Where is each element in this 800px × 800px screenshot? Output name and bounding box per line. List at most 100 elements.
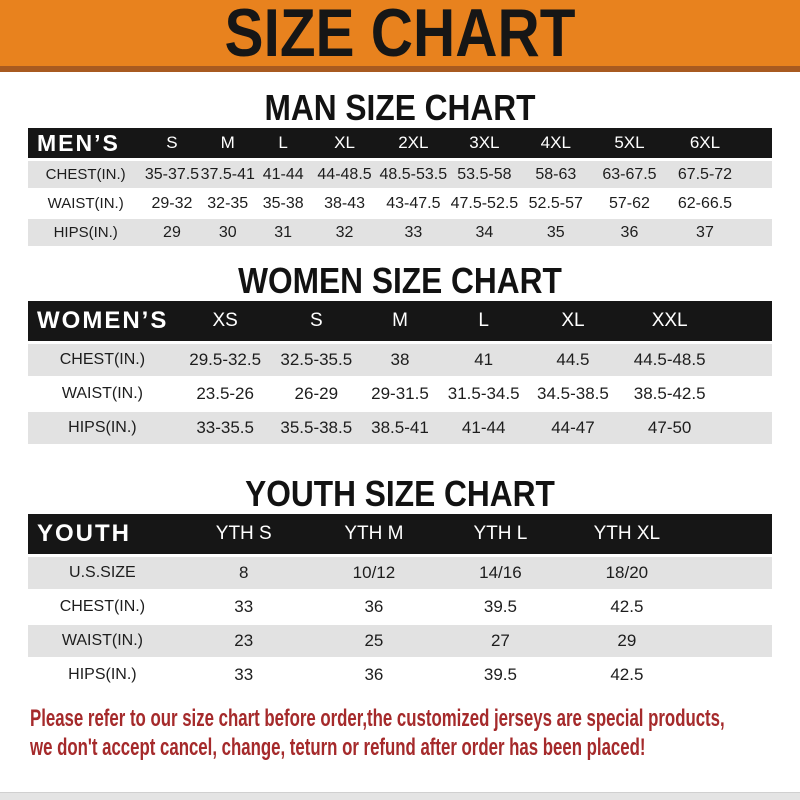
cell: 29	[563, 623, 691, 658]
cell: 29.5-32.5	[176, 342, 274, 377]
cell: 18/20	[563, 555, 691, 590]
cell: 44.5-48.5	[619, 342, 720, 377]
table-row: CHEST(IN.) 29.5-32.5 32.5-35.5 38 41 44.5 44.5…	[28, 342, 772, 377]
cell: 29-31.5	[359, 376, 441, 411]
cell: 58-63	[519, 159, 592, 189]
row-header-label: MEN’S	[28, 128, 144, 161]
youth-size-table: YOUTH YTH S YTH M YTH L YTH XL U.S.SIZE 8 10/12…	[28, 514, 772, 691]
column-header: L	[440, 301, 527, 344]
column-header: YTH L	[437, 514, 564, 557]
row-label: HIPS(IN.)	[28, 217, 144, 246]
table-row: U.S.SIZE 8 10/12 14/16 18/20	[28, 555, 772, 590]
table-row: CHEST(IN.) 33 36 39.5 42.5	[28, 589, 772, 624]
disclaimer-line-2: we don't accept cancel, change, teturn o…	[30, 733, 800, 762]
cell: 57-62	[591, 188, 668, 218]
cell: 42.5	[563, 657, 691, 691]
row-label: CHEST(IN.)	[28, 589, 177, 624]
column-header: XL	[526, 301, 620, 344]
column-header: S	[273, 301, 360, 344]
column-header: 2XL	[377, 128, 450, 161]
cell: 41-44	[254, 159, 312, 189]
header-filler	[690, 514, 772, 557]
table-row: WAIST(IN.) 23 25 27 29	[28, 623, 772, 658]
table-header-row: WOMEN’S XS S M L XL XXL	[28, 301, 772, 344]
column-header: XS	[176, 301, 274, 344]
cell: 31	[254, 217, 312, 246]
cell: 47-50	[619, 410, 720, 444]
youth-section-title: YOUTH SIZE CHART	[0, 474, 800, 514]
women-size-table: WOMEN’S XS S M L XL XXL CHEST(IN.) 29.5-32.5 32.5…	[28, 301, 772, 444]
table-row: WAIST(IN.) 29-32 32-35 35-38 38-43 43-47.5 47.…	[28, 188, 772, 218]
cell: 35-37.5	[143, 159, 201, 189]
cell: 38	[359, 342, 441, 377]
cell: 38.5-42.5	[619, 376, 720, 411]
row-header-label: WOMEN’S	[28, 301, 177, 344]
table-row: HIPS(IN.) 33 36 39.5 42.5	[28, 657, 772, 691]
row-label: U.S.SIZE	[28, 555, 177, 590]
men-section-title: MAN SIZE CHART	[0, 88, 800, 128]
cell-filler	[690, 589, 772, 624]
cell-filler	[742, 217, 772, 246]
cell: 48.5-53.5	[377, 159, 450, 189]
cell: 33-35.5	[176, 410, 274, 444]
cell: 62-66.5	[667, 188, 743, 218]
cell: 37	[667, 217, 743, 246]
cell: 36	[310, 657, 438, 691]
column-header: 6XL	[667, 128, 743, 161]
table-row: WAIST(IN.) 23.5-26 26-29 29-31.5 31.5-34.5 34…	[28, 376, 772, 411]
column-header: YTH XL	[563, 514, 691, 557]
cell: 26-29	[273, 376, 360, 411]
men-size-table: MEN’S S M L XL 2XL 3XL 4XL 5XL 6XL CHEST(IN.) 35-37…	[28, 128, 772, 246]
column-header: XXL	[619, 301, 720, 344]
column-header: 5XL	[591, 128, 668, 161]
cell: 8	[176, 555, 311, 590]
cell: 63-67.5	[591, 159, 668, 189]
row-label: CHEST(IN.)	[28, 159, 144, 189]
cell: 35	[519, 217, 592, 246]
cell: 67.5-72	[667, 159, 743, 189]
cell-filler	[690, 657, 772, 691]
cell: 32.5-35.5	[273, 342, 360, 377]
cell-filler	[719, 342, 772, 377]
order-disclaimer: Please refer to our size chart before or…	[30, 704, 800, 762]
table-header-row: YOUTH YTH S YTH M YTH L YTH XL	[28, 514, 772, 557]
column-header: M	[359, 301, 441, 344]
cell: 38-43	[311, 188, 378, 218]
column-header: XL	[311, 128, 378, 161]
column-header: L	[254, 128, 312, 161]
column-header: YTH S	[176, 514, 311, 557]
cell: 10/12	[310, 555, 438, 590]
cell: 39.5	[437, 589, 564, 624]
cell: 35-38	[254, 188, 312, 218]
bottom-edge-strip	[0, 792, 800, 800]
cell: 41	[440, 342, 527, 377]
column-header: 3XL	[449, 128, 520, 161]
row-label: WAIST(IN.)	[28, 376, 177, 411]
cell: 36	[591, 217, 668, 246]
cell: 27	[437, 623, 564, 658]
cell: 36	[310, 589, 438, 624]
cell: 38.5-41	[359, 410, 441, 444]
cell: 44-47	[526, 410, 620, 444]
cell: 30	[200, 217, 255, 246]
row-label: WAIST(IN.)	[28, 188, 144, 218]
column-header: 4XL	[519, 128, 592, 161]
column-header: M	[200, 128, 255, 161]
women-section-title: WOMEN SIZE CHART	[0, 261, 800, 301]
row-label: HIPS(IN.)	[28, 657, 177, 691]
column-header: YTH M	[310, 514, 438, 557]
cell: 33	[377, 217, 450, 246]
cell: 42.5	[563, 589, 691, 624]
men-section-title-text: MAN SIZE CHART	[264, 87, 536, 128]
row-label: CHEST(IN.)	[28, 342, 177, 377]
cell-filler	[742, 188, 772, 218]
cell: 23.5-26	[176, 376, 274, 411]
cell: 23	[176, 623, 311, 658]
table-row: CHEST(IN.) 35-37.5 37.5-41 41-44 44-48.5 48.5…	[28, 159, 772, 189]
cell: 52.5-57	[519, 188, 592, 218]
cell: 41-44	[440, 410, 527, 444]
header-filler	[742, 128, 772, 161]
cell: 47.5-52.5	[449, 188, 520, 218]
cell-filler	[719, 376, 772, 411]
column-header: S	[143, 128, 201, 161]
